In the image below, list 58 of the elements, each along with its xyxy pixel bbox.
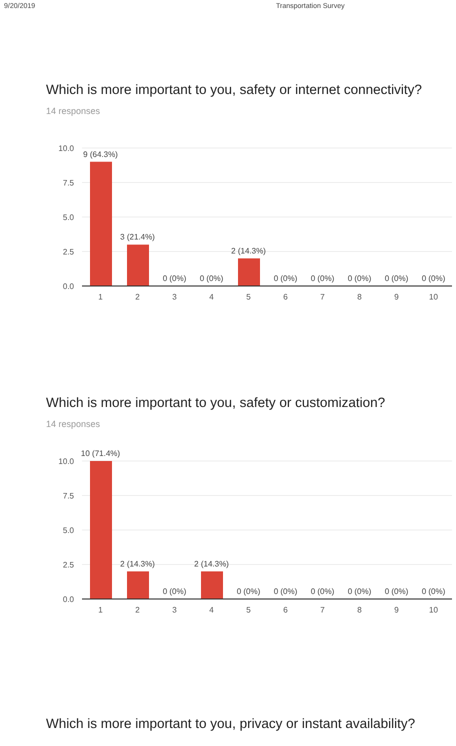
bar bbox=[90, 162, 112, 286]
y-tick-label: 5.0 bbox=[62, 212, 75, 222]
data-label: 2 (14.3%) bbox=[231, 246, 266, 256]
x-tick-label: 7 bbox=[320, 292, 326, 302]
x-tick-label: 2 bbox=[135, 606, 140, 615]
x-tick-label: 1 bbox=[98, 606, 104, 615]
y-tick-label: 10.0 bbox=[58, 144, 75, 153]
data-label: 3 (21.4%) bbox=[120, 232, 156, 242]
data-label: 0 (0%) bbox=[236, 587, 261, 596]
chart-title: Which is more important to you, safety or customization? bbox=[46, 395, 386, 410]
y-tick-label: 10.0 bbox=[58, 456, 75, 466]
data-label: 0 (0%) bbox=[200, 274, 224, 283]
x-tick-label: 9 bbox=[394, 292, 400, 302]
data-label: 0 (0%) bbox=[162, 587, 187, 596]
x-tick-label: 10 bbox=[429, 606, 438, 615]
chart-subtitle: 14 responses bbox=[46, 106, 100, 116]
y-tick-label: 2.5 bbox=[62, 560, 75, 570]
x-tick-label: 4 bbox=[209, 606, 214, 615]
data-label: 0 (0%) bbox=[384, 587, 409, 596]
data-label: 0 (0%) bbox=[274, 587, 298, 596]
data-label: 0 (0%) bbox=[384, 274, 409, 283]
data-label: 0 (0%) bbox=[422, 587, 446, 596]
x-tick-label: 5 bbox=[246, 606, 252, 615]
y-tick-label: 0.0 bbox=[62, 594, 75, 604]
data-label: 0 (0%) bbox=[310, 274, 335, 283]
x-tick-label: 5 bbox=[246, 292, 252, 302]
data-label: 0 (0%) bbox=[274, 274, 298, 283]
data-label: 2 (14.3%) bbox=[194, 559, 230, 568]
data-label: 0 (0%) bbox=[348, 274, 372, 283]
data-label: 10 (71.4%) bbox=[80, 449, 120, 458]
data-label: 0 (0%) bbox=[422, 274, 446, 283]
data-label: 2 (14.3%) bbox=[120, 559, 156, 568]
y-tick-label: 7.5 bbox=[62, 491, 75, 500]
x-tick-label: 3 bbox=[172, 606, 178, 615]
x-tick-label: 7 bbox=[320, 606, 326, 615]
x-tick-label: 8 bbox=[357, 606, 362, 615]
y-tick-label: 2.5 bbox=[62, 247, 75, 256]
bar bbox=[127, 244, 149, 286]
y-tick-label: 0.0 bbox=[62, 282, 75, 291]
x-tick-label: 6 bbox=[283, 606, 288, 615]
x-tick-label: 6 bbox=[283, 292, 288, 302]
x-tick-label: 1 bbox=[98, 292, 104, 302]
x-tick-label: 8 bbox=[357, 292, 362, 302]
x-tick-label: 2 bbox=[135, 292, 140, 302]
text: Which is more important to you, privacy or instant availability? bbox=[46, 716, 416, 731]
y-tick-label: 5.0 bbox=[62, 526, 75, 535]
data-label: 0 (0%) bbox=[310, 587, 335, 596]
data-label: 0 (0%) bbox=[348, 587, 372, 596]
chart-title: Which is more important to you, safety or internet connectivity? bbox=[46, 82, 422, 97]
data-label: 0 (0%) bbox=[162, 274, 187, 283]
data-label: 9 (64.3%) bbox=[83, 150, 118, 159]
chart-subtitle: 14 responses bbox=[46, 419, 100, 429]
x-tick-label: 10 bbox=[429, 292, 438, 302]
x-tick-label: 9 bbox=[394, 606, 400, 615]
x-tick-label: 4 bbox=[209, 292, 214, 302]
bar bbox=[238, 258, 260, 286]
x-tick-label: 3 bbox=[172, 292, 178, 302]
y-tick-label: 7.5 bbox=[62, 178, 75, 188]
